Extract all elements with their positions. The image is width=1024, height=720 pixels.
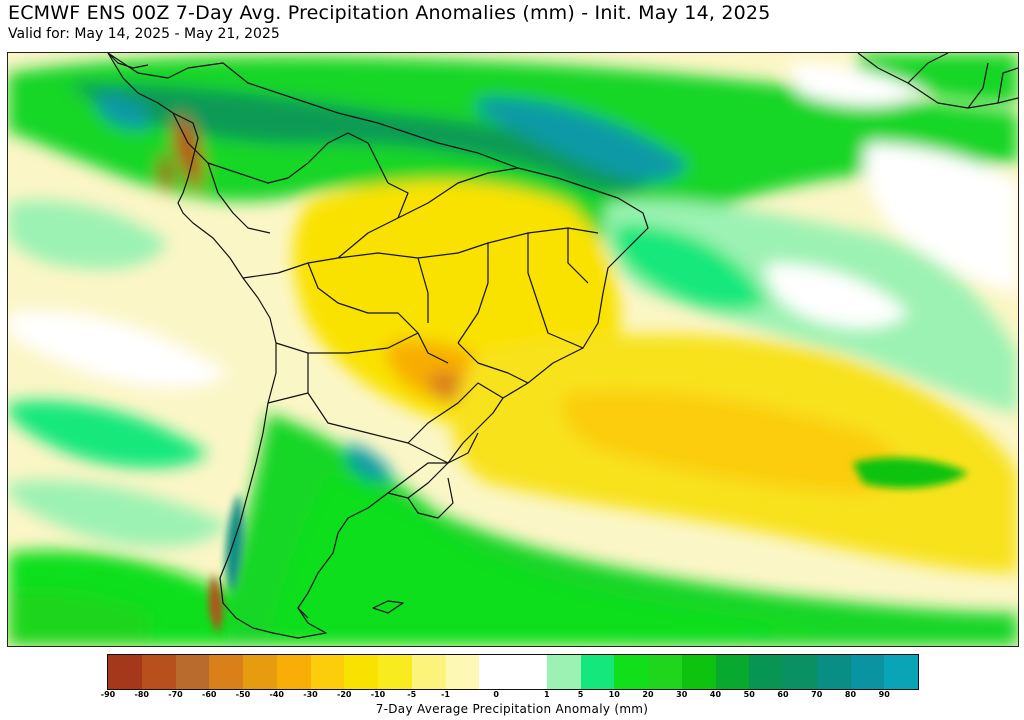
legend-tick-label: 90 (878, 690, 890, 699)
legend-tick-label: 80 (844, 690, 857, 699)
legend-tick-label: -60 (202, 690, 217, 699)
precipitation-anomaly-map (7, 52, 1019, 647)
legend-swatch (816, 655, 851, 689)
legend-tick-label: -50 (235, 690, 251, 699)
legend-tick-label: -5 (407, 690, 417, 699)
legend-tick-label: 0 (493, 690, 499, 699)
anomaly-field (8, 53, 1018, 646)
legend-swatch (715, 655, 750, 689)
legend-swatch (850, 655, 885, 689)
legend-tick-label: -40 (269, 690, 284, 699)
legend-tick-label: -1 (441, 690, 450, 699)
legend-tick-label: 50 (743, 690, 755, 699)
legend-swatch (648, 655, 682, 689)
legend-swatch (546, 655, 581, 689)
legend-swatch (749, 655, 783, 689)
legend-swatch (243, 655, 277, 689)
legend-swatch (783, 655, 817, 689)
legend-colorbar (107, 654, 919, 690)
legend-swatch (310, 655, 345, 689)
legend-swatch (141, 655, 176, 689)
legend-swatch (580, 655, 615, 689)
country-borders (107, 53, 1018, 639)
legend-swatch (209, 655, 243, 689)
legend-swatch (614, 655, 648, 689)
legend-tick-label: 70 (811, 690, 823, 699)
legend-tick-label: 5 (577, 690, 584, 699)
legend-swatch (479, 655, 513, 689)
legend-tick-label: 60 (777, 690, 789, 699)
valid-period: Valid for: May 14, 2025 - May 21, 2025 (8, 26, 280, 42)
legend-tick-label: 10 (608, 690, 620, 699)
legend-swatch (378, 655, 412, 689)
legend-swatch (513, 655, 547, 689)
legend-tick-label: 30 (676, 690, 688, 699)
legend-swatch (411, 655, 446, 689)
legend-tick-labels: -90 -80 -70 -60 -50 -40 -30 -20 -10 -5 -1 0 1 5 10 20 30… (101, 690, 919, 702)
legend-tick-label: -90 (100, 690, 116, 699)
legend-tick-label: -20 (337, 690, 352, 699)
legend-tick-label: 1 (543, 690, 550, 699)
legend-tick-label: 40 (709, 690, 722, 699)
legend-swatch (445, 655, 480, 689)
legend-label: 7-Day Average Precipitation Anomaly (mm) (375, 702, 649, 716)
legend-tick-label: -30 (303, 690, 318, 699)
legend-swatch (276, 655, 311, 689)
legend-tick-label: -10 (370, 690, 386, 699)
chart-title: ECMWF ENS 00Z 7-Day Avg. Precipitation A… (8, 2, 771, 24)
legend-swatch (884, 655, 918, 689)
legend-swatch (108, 655, 142, 689)
legend-tick-label: -70 (168, 690, 183, 699)
legend-tick-label: 20 (642, 690, 654, 699)
legend-tick-label: -80 (134, 690, 149, 699)
legend-swatch (175, 655, 210, 689)
legend-swatch (344, 655, 378, 689)
legend-swatch (681, 655, 716, 689)
